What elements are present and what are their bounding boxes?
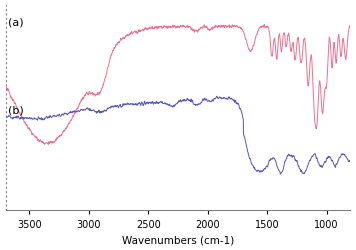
Text: (b): (b) [8, 105, 24, 115]
X-axis label: Wavenumbers (cm-1): Wavenumbers (cm-1) [122, 234, 234, 244]
Text: (a): (a) [8, 17, 23, 27]
